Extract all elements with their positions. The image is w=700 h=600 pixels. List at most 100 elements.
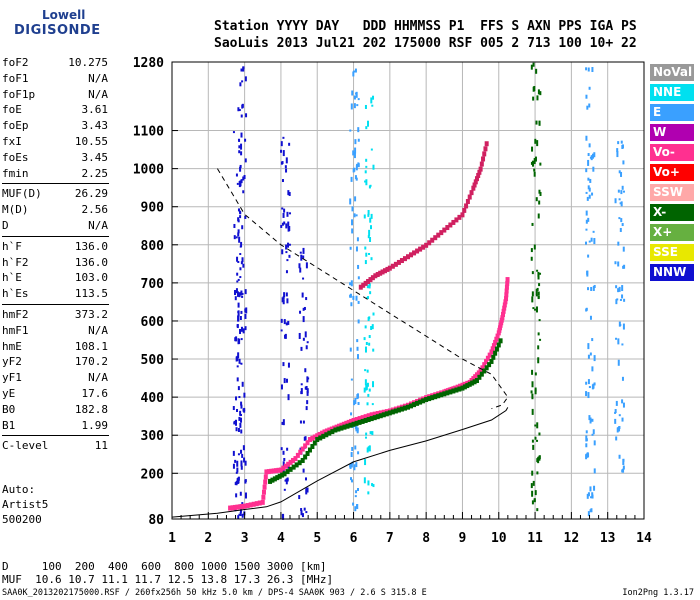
echo-mark [536,439,539,442]
trace-mark [496,330,501,336]
electron-density-profile [216,168,509,410]
trace-mark [427,396,432,402]
trace-mark [341,421,346,427]
echo-mark [533,158,536,165]
echo-mark [539,272,542,275]
trace-mark [312,440,317,446]
echo-mark [241,80,244,83]
echo-mark [530,64,533,70]
echo-mark [280,329,283,332]
echo-mark [241,502,244,506]
echo-mark [237,386,240,391]
station-header: Station YYYY DAY DDD HHMMSS P1 FFS S AXN… [214,18,637,52]
echo-mark [240,114,243,118]
echo-mark [535,197,538,202]
trace-mark [337,423,342,429]
echo-mark [372,164,375,170]
echo-mark [356,346,359,351]
echo-mark [287,242,290,248]
echo-mark [371,403,374,406]
echo-mark [538,189,541,194]
header-line1: Station YYYY DAY DDD HHMMSS P1 FFS S AXN… [214,19,637,34]
trace-mark [321,433,326,439]
trace-mark [454,217,459,223]
echo-mark [239,82,242,87]
param-name: h`Es [2,287,29,301]
trace-mark [476,172,481,178]
echo-mark [239,180,242,187]
echo-mark [354,445,357,450]
trace-mark [288,466,293,472]
echo-mark [355,246,358,252]
param-separator [2,183,109,185]
echo-mark [539,338,542,341]
echo-mark [536,140,539,147]
y-tick-label: 900 [141,201,165,216]
param-row: foEs 3.45 [2,151,108,165]
echo-mark [531,397,534,400]
echo-mark [357,276,360,280]
trace-mark [497,325,502,331]
trace-mark [315,437,320,443]
echo-mark [282,450,285,455]
echo-mark [587,343,590,350]
trace-mark [310,435,315,441]
trace-mark [499,320,504,326]
trace-mark [502,305,507,311]
trace-mark [479,371,484,377]
trace-mark [369,416,374,422]
echo-mark [357,264,360,269]
trace-mark [505,280,510,286]
echo-mark [614,409,617,414]
echo-mark [357,138,360,142]
trace-mark [366,417,371,423]
echo-mark [620,140,623,144]
echo-mark [302,277,305,280]
echo-mark [617,241,620,246]
trace-mark [322,429,327,435]
echo-mark [364,170,367,174]
echo-mark [283,378,286,384]
echo-mark [232,463,235,469]
param-name: fxI [2,135,22,148]
trace-mark [415,400,420,406]
echo-mark [538,283,541,287]
trace-mark [442,227,447,233]
echo-mark [242,176,245,181]
echo-mark [282,136,285,139]
echo-mark [619,202,622,205]
trace-mark [278,467,283,473]
echo-mark [621,223,624,227]
trace-mark [300,446,305,452]
echo-mark [350,412,353,416]
echo-mark [305,406,308,411]
param-row: h`Es 113.5 [2,287,108,301]
trace-mark [307,437,312,443]
echo-mark [618,321,621,327]
echo-mark [300,346,303,351]
echo-mark [365,179,368,186]
echo-mark [352,295,355,300]
echo-mark [349,198,352,205]
echo-mark [280,141,283,147]
echo-mark [357,402,360,406]
echo-mark [616,148,619,153]
param-value: 182.8 [74,402,108,416]
echo-mark [302,255,305,259]
param-row: hmF1 N/A [2,324,108,338]
echo-mark [535,294,538,297]
echo-mark [240,429,243,434]
param-name: M(D) [2,203,29,217]
trace-mark [399,258,404,264]
param-value: 136.0 [74,255,108,269]
echo-mark [237,208,240,212]
trace-mark [228,505,233,511]
echo-mark [369,431,372,435]
trace-mark [482,368,487,374]
echo-mark [281,179,284,183]
echo-mark [356,488,359,492]
echo-mark [531,146,534,152]
echo-mark [240,338,243,341]
trace-mark [333,427,338,433]
